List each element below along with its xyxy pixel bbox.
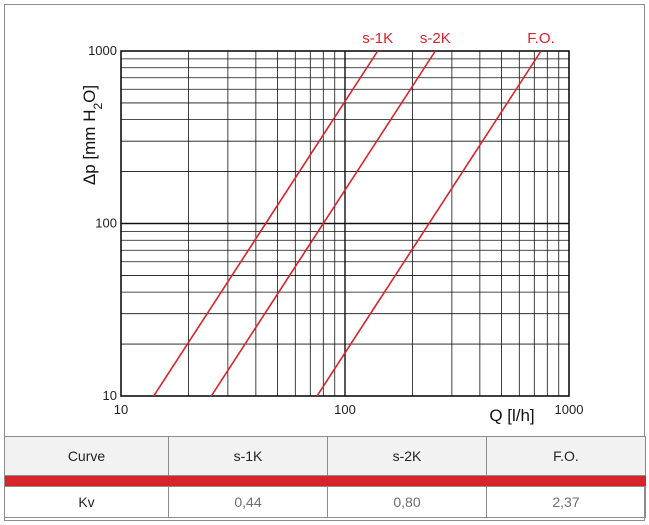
x-tick-label: 10 <box>114 402 128 417</box>
kv-s-2k: 0,80 <box>327 486 487 518</box>
y-tick-label: 10 <box>103 388 117 403</box>
y-axis-label-main: Δp [mm H <box>80 110 99 186</box>
x-tick-label: 100 <box>334 402 356 417</box>
plot-border <box>120 50 570 397</box>
y-axis-label-end: O] <box>80 85 99 103</box>
curve-s-1k <box>153 50 379 397</box>
y-tick-label: 100 <box>95 216 117 231</box>
header-curve: Curve <box>4 436 169 476</box>
y-axis-label-sub: 2 <box>91 103 105 110</box>
separator-bar <box>327 475 487 487</box>
table-separator <box>4 475 646 487</box>
table-row-kv: Kv 0,44 0,80 2,37 <box>4 486 646 518</box>
kv-table: Curve s-1K s-2K F.O. Kv 0,44 0,80 2,37 <box>4 436 646 518</box>
y-tick-label: 1000 <box>88 43 117 58</box>
header-s-1k: s-1K <box>168 436 328 476</box>
y-axis-label: Δp [mm H2O] <box>80 85 105 185</box>
kv-fo: 2,37 <box>486 486 646 518</box>
row-label-kv: Kv <box>4 486 169 518</box>
separator-bar <box>486 475 646 487</box>
curve-lines <box>153 50 542 397</box>
curve-label: F.O. <box>527 30 555 47</box>
x-axis-label: Q [l/h] <box>489 406 534 425</box>
table-header-row: Curve s-1K s-2K F.O. <box>4 436 646 476</box>
curve-s-2k <box>210 50 436 397</box>
chart-grid <box>121 51 569 396</box>
separator-bar <box>4 475 169 487</box>
header-fo: F.O. <box>486 436 646 476</box>
curve-labels: s-1K s-2K F.O. <box>362 30 554 47</box>
figure-frame <box>4 4 645 521</box>
separator-bar <box>168 475 328 487</box>
curve-f-o <box>316 50 542 397</box>
curve-label: s-2K <box>420 30 451 47</box>
tick-labels: 10 100 1000 10 100 1000 <box>88 43 583 417</box>
curve-label: s-1K <box>362 30 393 47</box>
header-s-2k: s-2K <box>327 436 487 476</box>
kv-s-1k: 0,44 <box>168 486 328 518</box>
x-tick-label: 1000 <box>555 402 584 417</box>
